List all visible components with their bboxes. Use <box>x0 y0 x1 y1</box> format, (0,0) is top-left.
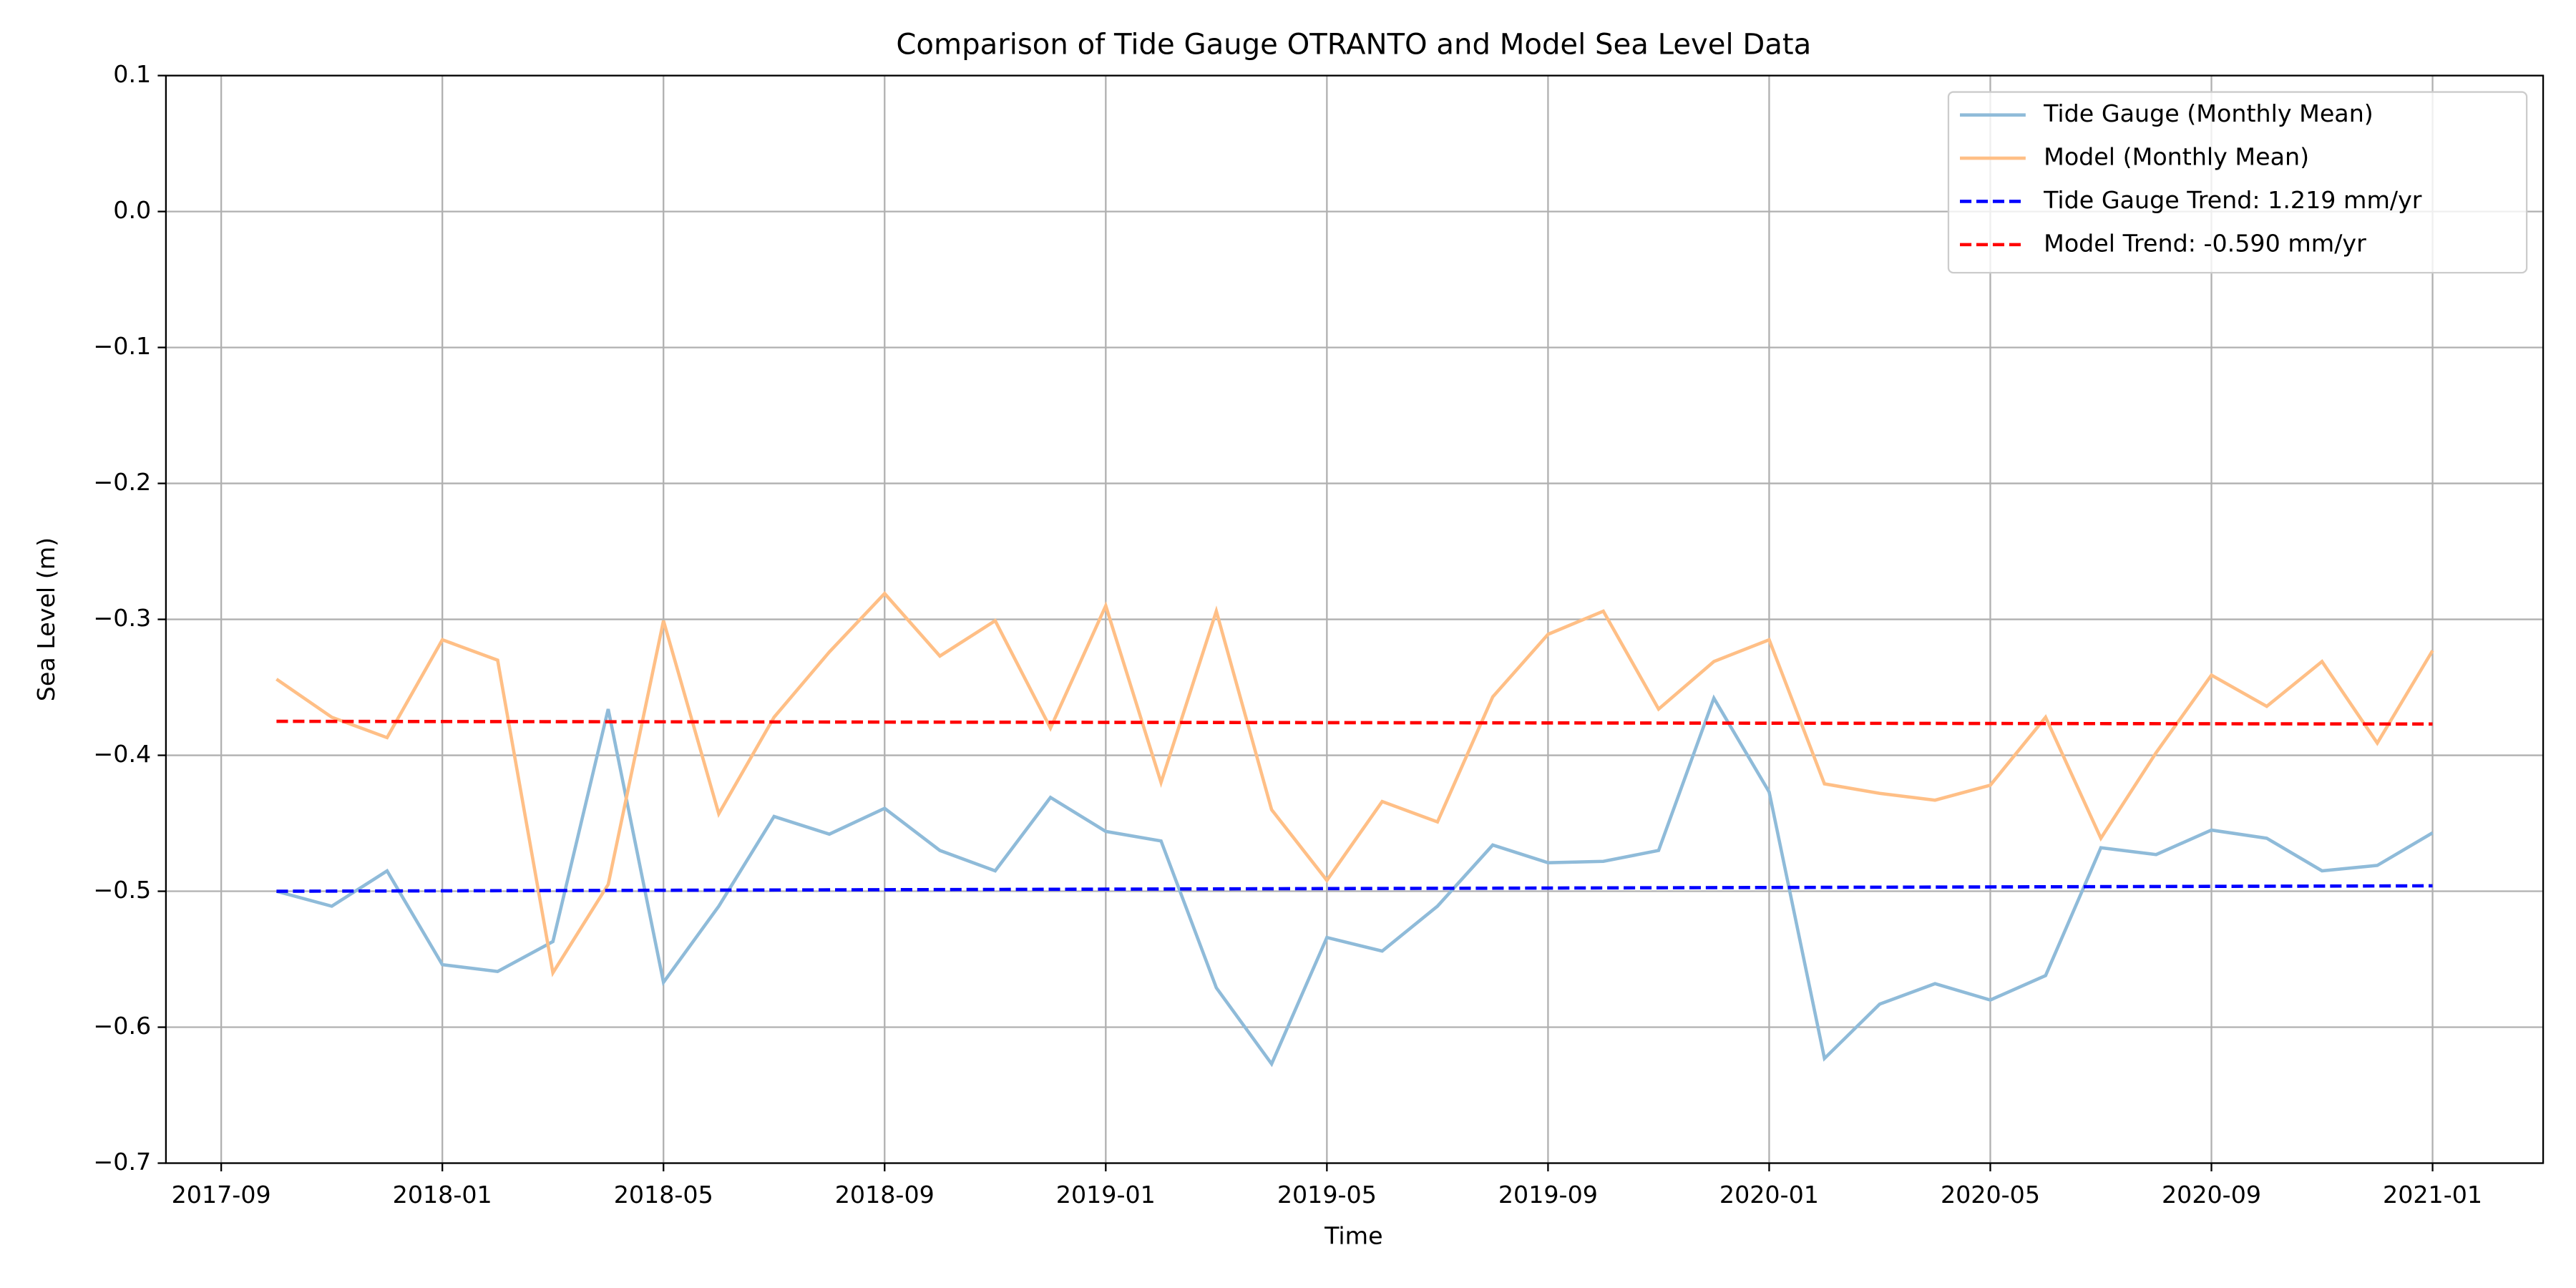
legend-label: Tide Gauge Trend: 1.219 mm/yr <box>2043 186 2422 214</box>
chart-title: Comparison of Tide Gauge OTRANTO and Mod… <box>896 28 1811 61</box>
x-tick-label: 2020-01 <box>1719 1181 1819 1209</box>
y-tick-label: −0.7 <box>93 1148 151 1176</box>
legend-label: Model Trend: -0.590 mm/yr <box>2044 229 2366 257</box>
series-line <box>275 694 2434 1068</box>
series-line <box>276 884 2433 893</box>
x-tick-label: 2018-09 <box>835 1181 935 1209</box>
y-tick-label: 0.1 <box>113 60 151 88</box>
y-tick-label: 0.0 <box>113 196 151 224</box>
legend-label: Model (Monthly Mean) <box>2044 143 2309 171</box>
x-tick-label: 2019-05 <box>1277 1181 1377 1209</box>
plot-frame <box>165 74 2545 1164</box>
legend-box <box>1947 91 2528 274</box>
series-line <box>275 591 2434 977</box>
x-tick-label: 2017-09 <box>172 1181 271 1209</box>
y-axis-label: Sea Level (m) <box>32 537 60 701</box>
series-line <box>276 719 2433 726</box>
y-tick-label: −0.3 <box>93 604 151 632</box>
y-tick-label: −0.1 <box>93 332 151 360</box>
y-tick-label: −0.2 <box>93 468 151 496</box>
y-tick-label: −0.5 <box>93 876 151 904</box>
x-tick-label: 2018-05 <box>614 1181 713 1209</box>
legend-label: Tide Gauge (Monthly Mean) <box>2043 99 2373 127</box>
y-tick-label: −0.4 <box>93 740 151 768</box>
y-tick-label: −0.6 <box>93 1012 151 1040</box>
x-tick-label: 2021-01 <box>2383 1181 2482 1209</box>
x-tick-label: 2020-05 <box>1941 1181 2040 1209</box>
x-tick-label: 2019-01 <box>1056 1181 1156 1209</box>
x-tick-label: 2018-01 <box>393 1181 492 1209</box>
x-tick-label: 2020-09 <box>2162 1181 2261 1209</box>
x-axis-label: Time <box>1324 1221 1382 1249</box>
x-tick-label: 2019-09 <box>1498 1181 1598 1209</box>
